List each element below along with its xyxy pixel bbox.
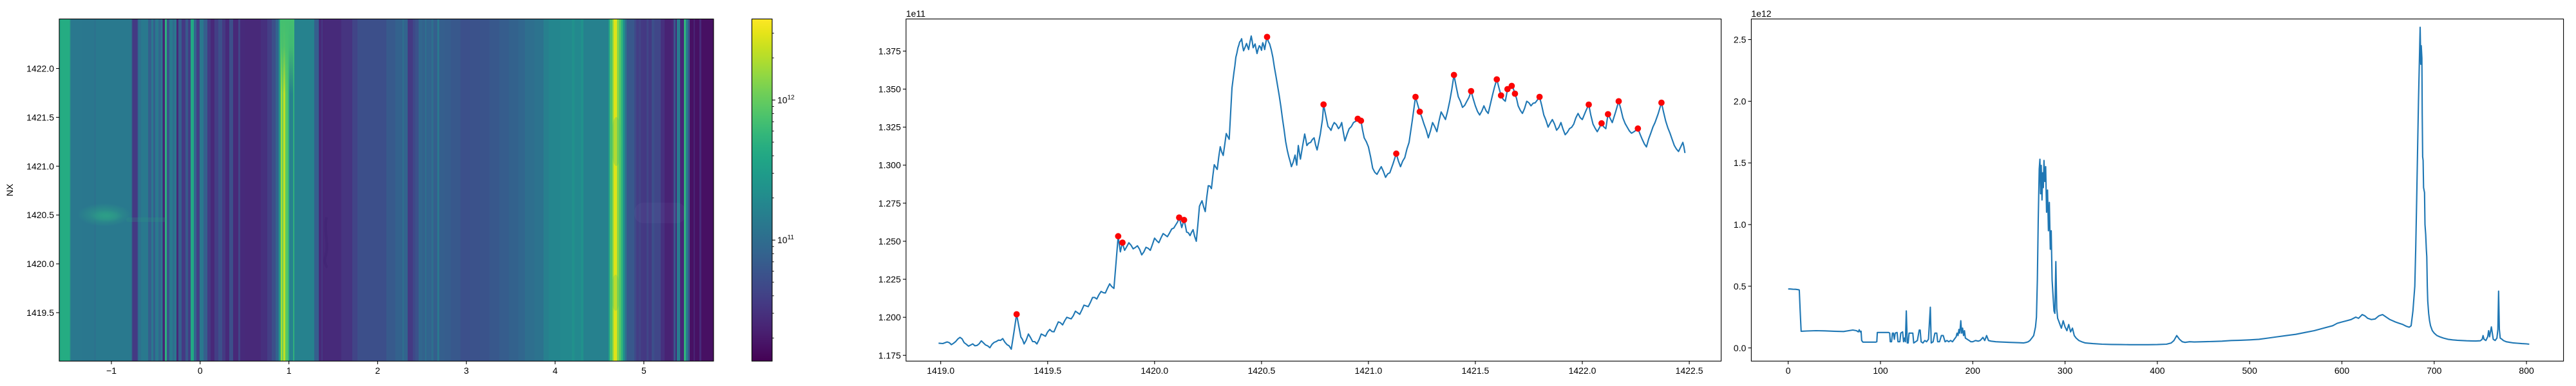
svg-text:1.250: 1.250 [878,236,901,246]
svg-text:700: 700 [2427,365,2442,376]
svg-text:4: 4 [553,365,558,376]
svg-text:1.200: 1.200 [878,312,901,322]
svg-text:1420.5: 1420.5 [1247,365,1275,376]
svg-text:1.275: 1.275 [878,198,901,208]
svg-text:0.5: 0.5 [1734,281,1747,291]
svg-text:100: 100 [1873,365,1888,376]
svg-text:1.300: 1.300 [878,160,901,170]
svg-text:1421.0: 1421.0 [26,161,54,171]
svg-text:1.0: 1.0 [1734,219,1747,230]
svg-text:1.325: 1.325 [878,122,901,133]
svg-text:2: 2 [375,365,381,376]
svg-text:1.175: 1.175 [878,350,901,360]
svg-text:1420.0: 1420.0 [1141,365,1168,376]
svg-text:1.350: 1.350 [878,84,901,95]
svg-text:1.375: 1.375 [878,46,901,56]
svg-text:−1: −1 [106,365,117,376]
svg-text:500: 500 [2242,365,2258,376]
svg-text:NX: NX [5,183,15,196]
svg-text:1.5: 1.5 [1734,158,1747,168]
svg-text:1422.0: 1422.0 [1569,365,1596,376]
svg-text:1e12: 1e12 [1751,8,1771,19]
svg-text:1419.5: 1419.5 [1034,365,1061,376]
svg-text:1: 1 [287,365,292,376]
svg-text:1421.0: 1421.0 [1354,365,1382,376]
svg-text:0.0: 0.0 [1734,343,1747,353]
svg-text:300: 300 [2058,365,2073,376]
svg-text:1421.5: 1421.5 [1461,365,1489,376]
svg-text:1420.0: 1420.0 [26,259,54,269]
svg-text:1.225: 1.225 [878,274,901,284]
svg-text:1422.0: 1422.0 [26,64,54,74]
svg-text:1420.5: 1420.5 [26,210,54,220]
svg-text:1422.5: 1422.5 [1676,365,1703,376]
svg-text:3: 3 [464,365,469,376]
svg-text:5: 5 [641,365,647,376]
svg-text:800: 800 [2519,365,2534,376]
svg-text:400: 400 [2150,365,2165,376]
svg-text:0: 0 [198,365,203,376]
svg-text:1419.5: 1419.5 [26,308,54,318]
svg-text:2.5: 2.5 [1734,35,1747,45]
svg-text:1e11: 1e11 [906,8,925,19]
svg-text:0: 0 [1786,365,1791,376]
svg-text:200: 200 [1965,365,1981,376]
svg-text:600: 600 [2334,365,2350,376]
svg-text:2.0: 2.0 [1734,96,1747,106]
svg-text:1419.0: 1419.0 [927,365,954,376]
svg-text:1421.5: 1421.5 [26,112,54,122]
